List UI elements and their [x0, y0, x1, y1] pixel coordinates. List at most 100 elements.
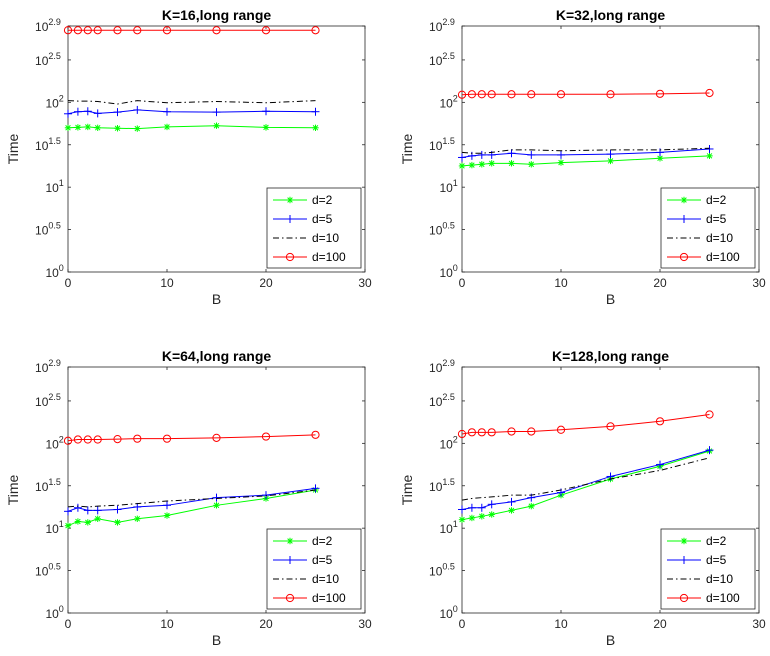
data-point	[507, 427, 516, 436]
y-tick-label: 10	[35, 224, 49, 238]
data-point	[83, 506, 92, 515]
y-tick-base: 10	[439, 607, 453, 621]
data-point	[477, 503, 486, 512]
legend-label: d=2	[312, 534, 333, 548]
y-tick-label: 10	[429, 224, 443, 238]
data-point	[64, 109, 72, 118]
x-tick-label: 0	[65, 276, 72, 290]
legend-label: d=2	[706, 193, 727, 207]
data-point	[607, 157, 614, 165]
data-point	[163, 512, 171, 519]
series-line	[461, 148, 710, 158]
y-tick-label: 10	[35, 480, 49, 494]
data-point	[478, 513, 485, 520]
data-point	[114, 519, 121, 526]
x-axis-label: B	[606, 632, 615, 648]
y-tick-label: 10	[35, 395, 49, 409]
legend-marker	[286, 196, 294, 204]
data-point	[606, 90, 615, 99]
y-tick-exponent: 1.5	[442, 477, 455, 487]
series-line	[67, 489, 316, 508]
x-tick-label: 0	[459, 617, 466, 631]
data-point	[467, 503, 476, 512]
y-tick-exponent: 0	[453, 604, 458, 614]
y-tick-exponent: 2.5	[442, 392, 455, 402]
series-d=100	[63, 26, 320, 35]
legend-label: d=100	[312, 591, 346, 605]
asterisk-stroke	[65, 522, 71, 529]
y-tick-label: 10	[439, 437, 453, 451]
data-point	[312, 124, 319, 132]
y-tick-exponent: 1.5	[48, 477, 61, 487]
y-tick-label: 10	[429, 20, 443, 34]
data-point	[212, 108, 221, 117]
data-point	[458, 516, 466, 523]
data-point	[133, 502, 142, 511]
data-point	[507, 90, 516, 99]
data-point	[83, 26, 92, 35]
x-tick-label: 10	[160, 276, 174, 290]
data-point	[528, 502, 535, 510]
series-d=100	[457, 88, 714, 99]
asterisk-stroke	[479, 513, 485, 520]
data-point	[477, 150, 486, 159]
data-point	[134, 125, 141, 132]
y-tick-base: 10	[45, 607, 59, 621]
data-point	[73, 435, 83, 444]
legend-marker	[679, 252, 689, 262]
y-tick-label: 10	[45, 522, 59, 536]
series-d=10	[461, 147, 710, 154]
data-point	[508, 160, 515, 167]
asterisk-stroke	[164, 124, 170, 130]
asterisk-stroke	[681, 538, 687, 544]
y-tick-exponent: 2	[59, 434, 64, 444]
data-point	[94, 515, 101, 522]
y-tick-base: 10	[45, 96, 59, 110]
legend-label: d=10	[706, 572, 733, 586]
data-point	[527, 150, 536, 159]
y-tick-label: 10	[35, 139, 49, 153]
data-point	[262, 491, 270, 500]
y-tick-label: 10	[35, 565, 49, 579]
asterisk-stroke	[85, 519, 91, 526]
y-tick-base: 10	[429, 139, 443, 153]
y-tick-exponent: 2.5	[48, 51, 61, 61]
x-tick-label: 30	[752, 617, 766, 631]
y-tick-base: 10	[35, 139, 49, 153]
data-point	[73, 26, 83, 35]
asterisk-stroke	[459, 516, 465, 523]
asterisk-stroke	[508, 507, 515, 514]
y-tick-label: 10	[429, 395, 443, 409]
data-point	[83, 435, 92, 444]
y-tick-base: 10	[35, 395, 49, 409]
asterisk-stroke	[213, 122, 220, 129]
y-tick-base: 10	[439, 96, 453, 110]
x-tick-label: 20	[259, 617, 273, 631]
series-line	[461, 457, 710, 501]
data-point	[706, 152, 713, 160]
data-point	[705, 88, 714, 98]
asterisk-stroke	[75, 518, 81, 525]
data-point	[527, 90, 536, 99]
legend-label: d=10	[706, 231, 733, 245]
series-line	[461, 449, 710, 510]
asterisk-stroke	[213, 502, 220, 509]
y-tick-base: 10	[439, 266, 453, 280]
legend-marker	[680, 556, 688, 564]
y-tick-exponent: 1	[59, 178, 64, 188]
y-tick-label: 10	[439, 266, 453, 280]
x-tick-label: 10	[160, 617, 174, 631]
y-axis-label: Time	[399, 133, 415, 164]
y-tick-exponent: 2	[453, 93, 458, 103]
data-point	[527, 427, 536, 436]
y-tick-base: 10	[429, 565, 443, 579]
series-d=10	[67, 489, 316, 508]
data-point	[487, 428, 496, 437]
y-tick-label: 10	[439, 181, 453, 195]
asterisk-stroke	[469, 515, 475, 521]
data-point	[656, 460, 664, 469]
chart-title: K=128,long range	[552, 348, 669, 364]
y-tick-exponent: 0.5	[442, 221, 455, 231]
series-line	[461, 147, 710, 154]
series-d=10	[461, 457, 710, 501]
